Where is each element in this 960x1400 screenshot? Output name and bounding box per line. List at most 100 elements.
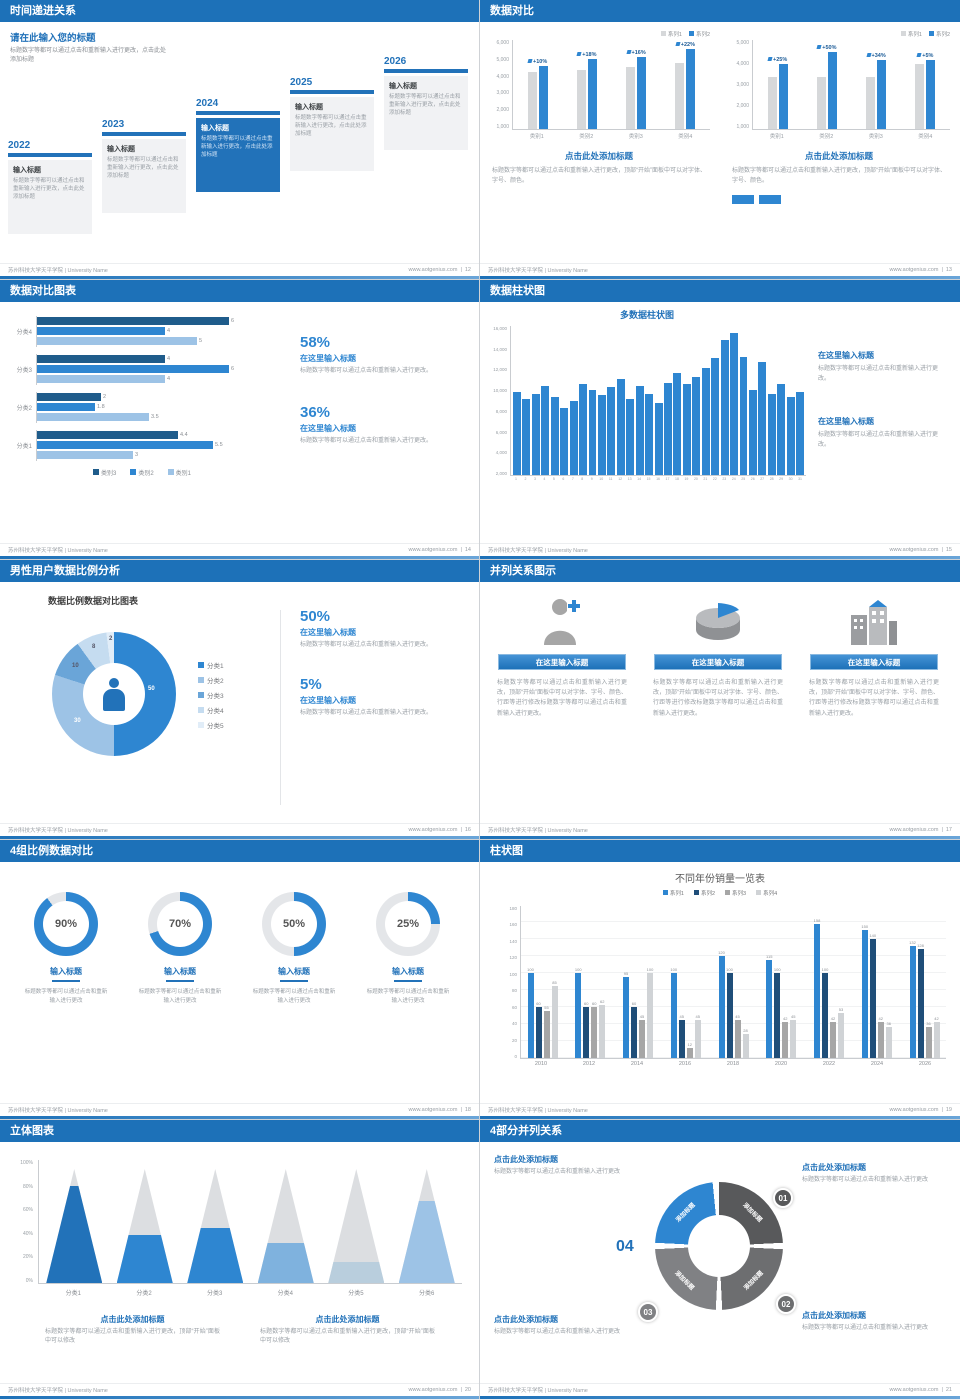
- slide-bottom-bar: [480, 276, 960, 279]
- bar-value: 3: [135, 452, 139, 458]
- medic-person-icon: [492, 592, 632, 650]
- bar-value: 85: [552, 980, 557, 985]
- bar-value: 42: [830, 1016, 836, 1021]
- category-label: 分类5: [348, 1291, 364, 1297]
- bar-value: 45: [679, 1014, 684, 1019]
- bar: [513, 392, 521, 475]
- ratio-block: 50% 输入标题 标题数字等都可以通过点击和重新输入进行更改: [242, 880, 346, 1006]
- legend-item: 类别1: [167, 468, 191, 477]
- legend-item: 系列2: [688, 30, 710, 38]
- ratio-block: 25% 输入标题 标题数字等都可以通过点击和重新输入进行更改: [356, 880, 460, 1006]
- slide-18[interactable]: 4组比例数据对比 90% 输入标题 标题数字等都可以通过点击和重新输入进行更改 …: [0, 840, 479, 1119]
- bar-value: 60: [584, 1001, 589, 1006]
- footer-university: 苏州科技大学天平学院 | University Name: [8, 548, 108, 554]
- stat-value: 58%: [300, 334, 331, 351]
- block-title: 在这里输入标题: [818, 351, 874, 360]
- timeline-item[interactable]: 2024 输入标题 标题数字等都可以通过点击重新输入进行更改，点击此处添加标题: [196, 98, 280, 192]
- stat-title: 在这里输入标题: [300, 424, 356, 434]
- number-highlight: 04: [616, 1238, 634, 1255]
- timeline-item[interactable]: 2025 输入标题 标题数字等都可以通过点击重新输入进行更改，点击此处添加标题: [290, 77, 374, 171]
- timeline-year: 2026: [384, 56, 407, 67]
- block-title: 点击此处添加标题: [802, 1163, 866, 1172]
- swatch: [759, 195, 781, 205]
- timeline-item-text: 标题数字等都可以通过点击重新输入进行更改，点击此处添加标题: [295, 115, 367, 137]
- slide-19[interactable]: 柱状图 不同年份销量一览表 系列1 系列2 系列3 系列4 180 160 140 120 1…: [480, 840, 960, 1119]
- slide-13[interactable]: 数据对比 系列1 系列2 6,000 5,000 4,000 3,000 2,000 1,00…: [480, 0, 960, 279]
- category-label: 分类3: [206, 1291, 223, 1297]
- bar-value: 100: [646, 967, 654, 972]
- segment-label: 添加标题: [741, 1202, 763, 1224]
- bar: [926, 60, 936, 129]
- bar: [626, 67, 636, 129]
- slide-15[interactable]: 数据柱状图 多数据柱状图 16,000 14,000 12,000 10,000 8,00…: [480, 280, 960, 559]
- ring-percent: 70%: [168, 918, 192, 930]
- slide-19-header-bar: 柱状图: [480, 840, 960, 862]
- timeline-item-title: 输入标题: [13, 167, 41, 174]
- footer-university: 苏州科技大学天平学院 | University Name: [488, 828, 588, 834]
- legend-swatch: [130, 469, 137, 475]
- bar: [631, 1007, 637, 1058]
- legend-item: 分类4: [198, 705, 224, 715]
- footer-site: www.aotgenius.com: [889, 1387, 939, 1393]
- footer-page-no: 15: [945, 547, 952, 553]
- bar: [535, 1007, 542, 1058]
- bar: [790, 1020, 797, 1058]
- bar-value: 6: [231, 318, 235, 324]
- column-title-button[interactable]: 在这里输入标题: [654, 654, 782, 670]
- ring-hole: [43, 901, 89, 947]
- slide-20[interactable]: 立体图表 100% 80% 60% 40% 20% 0% 分类1 分类2 分类3 分类4 分类5 分…: [0, 1120, 479, 1399]
- slide-14-title: 数据对比图表: [10, 285, 76, 297]
- stat-text: 标题数字等都可以通过点击和重新输入进行更改。: [300, 642, 433, 648]
- column-title-button[interactable]: 在这里输入标题: [810, 654, 938, 670]
- bar-value: 115: [766, 954, 773, 959]
- slide-13-body: 系列1 系列2 6,000 5,000 4,000 3,000 2,000 1,000 +10%…: [480, 22, 960, 263]
- y-axis-labels: 16,000 14,000 12,000 10,000 8,000 6,000 4,000 2…: [493, 326, 507, 476]
- bar: [664, 383, 672, 475]
- footer-site: www.aotgenius.com: [408, 267, 458, 273]
- bar-value: 100: [726, 967, 733, 972]
- bar: [645, 394, 654, 475]
- stat-block: 5% 在这里输入标题 标题数字等都可以通过点击和重新输入进行更改。: [300, 676, 466, 718]
- flag-icon: [916, 53, 922, 57]
- corner-block: 点击此处添加标题 标题数字等都可以通过点击和重新输入进行更改: [802, 1310, 950, 1334]
- footer-sep: |: [460, 267, 462, 273]
- timeline-item[interactable]: 2022 输入标题 标题数字等都可以通过点击和重新输入进行更改，点击此处添加标题: [8, 140, 92, 234]
- timeline-year: 2023: [102, 119, 125, 130]
- slide-14[interactable]: 数据对比图表 分类4 6 4 5 分类3 4 6 4 分类2 2 1.8 3.5 分类1 4.4 5.5 3 类…: [0, 280, 479, 559]
- footer-page-no: 18: [464, 1107, 471, 1113]
- slide-21[interactable]: 4部分并列关系 点击此处添加标题 标题数字等都可以通过点击和重新输入进行更改 点…: [480, 1120, 960, 1399]
- slide-20-body: 100% 80% 60% 40% 20% 0% 分类1 分类2 分类3 分类4 分类5 分类6 点击…: [0, 1142, 479, 1383]
- bar-value: 95: [623, 971, 629, 976]
- segmented-donut: 添加标题 添加标题 添加标题 添加标题: [655, 1182, 783, 1310]
- block-text: 标题数字等都可以通过点击和重新输入进行更改: [494, 1329, 621, 1335]
- footer-page-no: 21: [945, 1387, 952, 1393]
- bar: [718, 956, 725, 1058]
- donut-hole: [688, 1215, 750, 1277]
- slide-17[interactable]: 并列关系图示 在这里输入标题 标题数字等都可以通过点击和重新输入进行更改，顶部“…: [480, 560, 960, 839]
- footer-site-page: www.aotgenius.com | 15: [890, 547, 952, 553]
- bar: [682, 384, 691, 475]
- slide-13-title: 数据对比: [490, 5, 534, 17]
- timeline-item-title: 输入标题: [201, 125, 229, 132]
- legend-item: 系列1: [662, 889, 684, 897]
- column-title-button[interactable]: 在这里输入标题: [498, 654, 626, 670]
- footer-university: 苏州科技大学天平学院 | University Name: [8, 828, 108, 834]
- text-block: 点击此处添加标题 标题数字等都可以通过点击和重新输入进行更改，顶部“开始”面板中…: [45, 1314, 220, 1347]
- legend-swatch: [756, 890, 762, 895]
- timeline-box: 输入标题 标题数字等都可以通过点击和重新输入进行更改，点击此处添加标题: [384, 76, 468, 150]
- ratio-block: 90% 输入标题 标题数字等都可以通过点击和重新输入进行更改: [14, 880, 118, 1006]
- slide-16[interactable]: 男性用户数据比例分析 数据比例数据对比图表 50 30 10 8 2 分类1 分类2 分类3…: [0, 560, 479, 839]
- timeline-item[interactable]: 2026 输入标题 标题数字等都可以通过点击和重新输入进行更改，点击此处添加标题: [384, 56, 468, 150]
- bar: [861, 930, 868, 1058]
- stat-block: 50% 在这里输入标题 标题数字等都可以通过点击和重新输入进行更改。: [300, 608, 466, 650]
- slide-12[interactable]: 时间递进关系 请在此输入您的标题 标题数字等都可以通过点击和重新输入进行更改，点…: [0, 0, 479, 279]
- bar-value: 45: [639, 1014, 645, 1019]
- slide-14-header-bar: 数据对比图表: [0, 280, 479, 302]
- footer-page-no: 14: [464, 547, 471, 553]
- plot-area: 100 60 55 85 100 60 60 62 95 60 45 100 100 45 12 45 120 1…: [520, 906, 946, 1059]
- stat-block: 36% 在这里输入标题 标题数字等都可以通过点击和重新输入进行更改。: [300, 404, 462, 446]
- legend-swatch: [198, 677, 204, 683]
- slide-bottom-bar: [480, 556, 960, 559]
- timeline-item[interactable]: 2023 输入标题 标题数字等都可以通过点击和重新输入进行更改，点击此处添加标题: [102, 119, 186, 213]
- chart-legend: 系列1 系列2: [488, 30, 710, 38]
